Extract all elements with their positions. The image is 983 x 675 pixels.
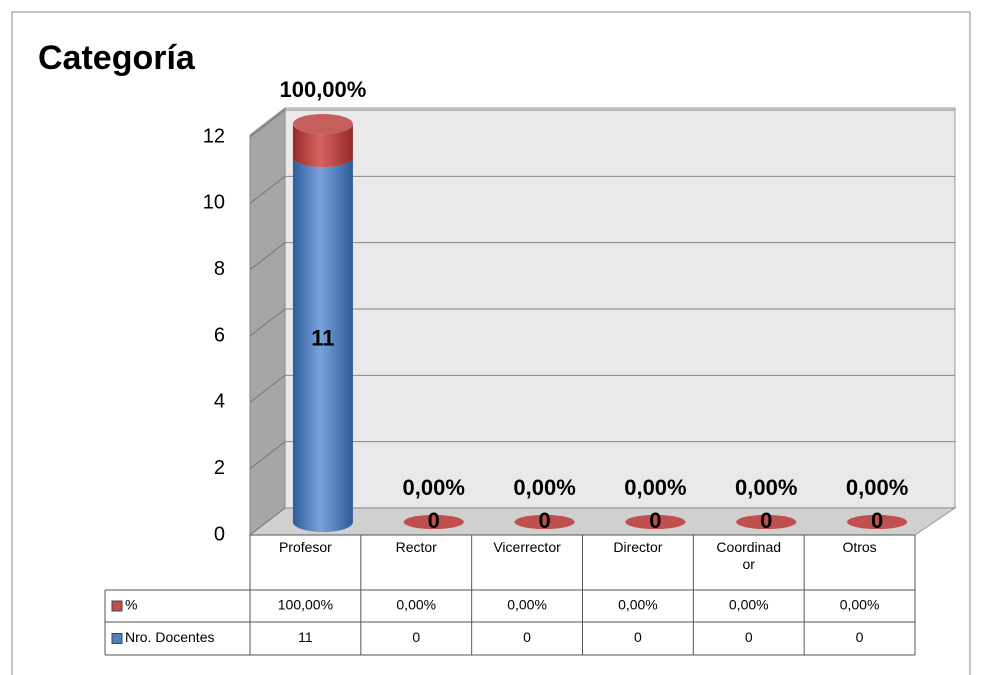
legend-swatch: [111, 600, 123, 612]
cylinder-body: [292, 157, 353, 532]
y-tick-label: 8: [214, 258, 225, 280]
x-tick-label: Director: [613, 539, 663, 555]
table-cell: 0: [523, 629, 531, 645]
table-cell: 0: [856, 629, 864, 645]
table-cell: 0,00%: [840, 597, 880, 613]
y-tick-label: 10: [203, 192, 225, 214]
x-tick-label: Profesor: [278, 539, 332, 555]
x-tick-label: Otros: [842, 539, 877, 555]
x-tick-label-box: Rector: [395, 539, 437, 555]
grid-line: [249, 109, 286, 138]
y-tick-label: 12: [203, 125, 225, 147]
cylinder-top: [292, 114, 353, 134]
x-tick-label-box: Profesor: [278, 539, 332, 555]
data-label: 0,00%: [735, 475, 797, 500]
data-label: 0: [649, 508, 661, 533]
cylinder-segment: [736, 515, 797, 529]
table-cell: 0: [745, 629, 753, 645]
data-label: 0,00%: [403, 475, 465, 500]
data-label: 0: [871, 508, 883, 533]
cylinder-top: [847, 515, 908, 529]
back-wall: [284, 107, 956, 509]
data-label: 11: [311, 325, 334, 350]
grid-line: [249, 507, 286, 536]
table-cell: 0: [634, 629, 642, 645]
data-label: 0: [760, 508, 772, 533]
table-cell: 100,00%: [278, 597, 333, 613]
table-cell: 0,00%: [729, 597, 769, 613]
legend-label: %: [125, 597, 137, 613]
cylinder-segment: [514, 515, 575, 529]
x-tick-label-box: Otros: [842, 539, 877, 555]
grid-line: [249, 308, 286, 337]
x-tick-label: Coordinador: [716, 539, 782, 572]
table-cell: 0: [412, 629, 420, 645]
y-tick-label: 4: [214, 391, 225, 413]
x-tick-label-box: Vicerrector: [493, 539, 561, 555]
cylinder-top: [736, 515, 797, 529]
legend-swatch: [111, 633, 123, 644]
x-tick-label: Vicerrector: [493, 539, 561, 555]
data-label: 100,00%: [279, 77, 366, 102]
cylinder-segment: [847, 515, 908, 529]
y-tick-label: 6: [214, 324, 225, 346]
cylinder-top: [625, 515, 686, 529]
grid-line: [249, 242, 286, 271]
table-cell: 0,00%: [396, 597, 436, 613]
x-tick-label-box: Coordinador: [716, 539, 782, 572]
data-label: 0: [538, 508, 550, 533]
data-label: 0,00%: [624, 475, 686, 500]
frame: [11, 11, 971, 675]
data-label: 0,00%: [513, 475, 575, 500]
data-table: [104, 534, 916, 656]
cylinder-top: [403, 515, 464, 529]
cylinder-segment: [625, 515, 686, 529]
table-cell: 0,00%: [618, 597, 658, 613]
side-wall: [249, 106, 286, 537]
data-label: 0: [428, 508, 440, 533]
cylinder-top: [514, 515, 575, 529]
legend-label: Nro. Docentes: [125, 629, 214, 645]
cylinder-body: [292, 124, 353, 168]
table-cell: 11: [298, 629, 313, 645]
x-tick-label: Rector: [395, 539, 437, 555]
cylinder-segment: [292, 114, 353, 168]
chart-title: Categoría: [38, 39, 196, 77]
grid-line: [249, 175, 286, 204]
grid-line: [249, 441, 286, 470]
y-tick-label: 2: [214, 457, 225, 479]
y-tick-label: 0: [214, 523, 225, 545]
table-cell: 0,00%: [507, 597, 547, 613]
x-tick-label-box: Director: [613, 539, 663, 555]
data-label: 0,00%: [846, 475, 908, 500]
cylinder-segment: [403, 515, 464, 529]
grid-line: [249, 374, 286, 403]
